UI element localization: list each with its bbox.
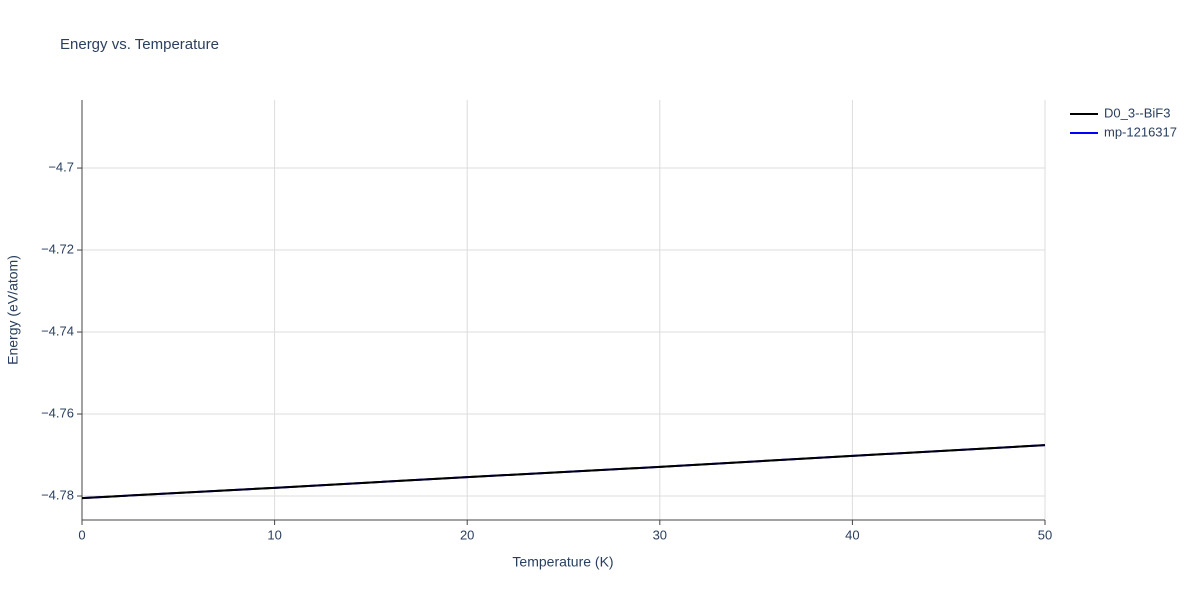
x-tick-label: 40 xyxy=(845,527,859,542)
legend-label: mp-1216317 xyxy=(1104,124,1177,139)
x-tick-label: 20 xyxy=(460,527,474,542)
y-tick-label: −4.78 xyxy=(41,487,74,502)
chart-title: Energy vs. Temperature xyxy=(60,36,219,53)
y-tick-label: −4.76 xyxy=(41,405,74,420)
series-line xyxy=(81,444,1046,500)
y-tick-label: −4.72 xyxy=(41,241,74,256)
x-axis-label: Temperature (K) xyxy=(512,554,613,570)
x-tick-label: 30 xyxy=(653,527,667,542)
y-tick-label: −4.7 xyxy=(48,159,74,174)
x-tick-label: 10 xyxy=(267,527,281,542)
legend-label: D0_3--BiF3 xyxy=(1104,105,1170,120)
y-axis-label: Energy (eV/atom) xyxy=(5,255,21,365)
x-tick-label: 50 xyxy=(1038,527,1052,542)
x-tick-label: 0 xyxy=(78,527,85,542)
y-tick-label: −4.74 xyxy=(41,323,74,338)
